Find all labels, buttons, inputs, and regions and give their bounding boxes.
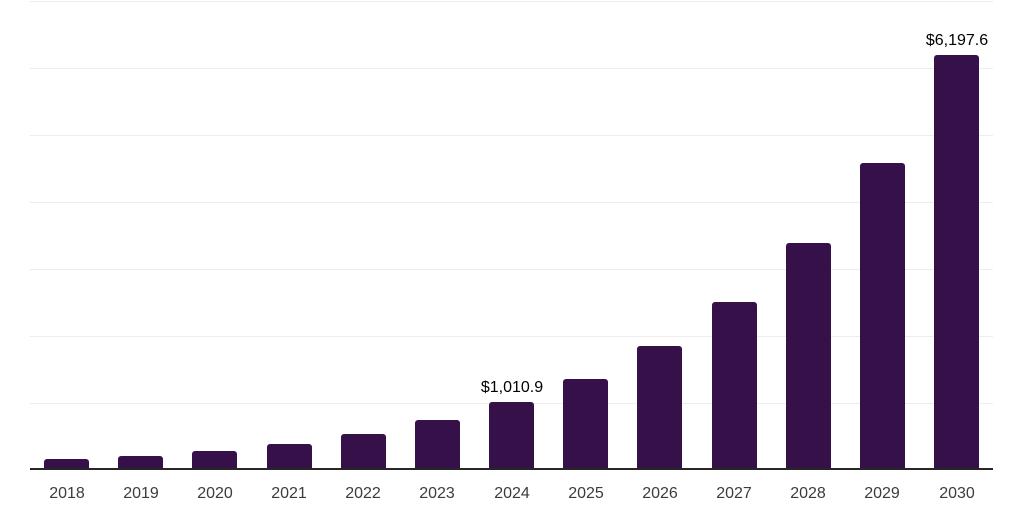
bar-2024 [489,402,534,470]
bar-2028 [786,243,831,470]
gridline [30,1,993,2]
value-label-2024: $1,010.9 [480,379,544,396]
x-tick-label-2027: 2027 [716,485,752,502]
x-tick-label-2021: 2021 [271,485,307,502]
x-tick-label-2023: 2023 [419,485,455,502]
gridline [30,68,993,69]
gridline [30,135,993,136]
gridline [30,269,993,270]
bar-2018 [44,459,89,470]
bar-2023 [415,420,460,470]
x-tick-label-2028: 2028 [790,485,826,502]
x-tick-label-2019: 2019 [123,485,159,502]
value-label-2030: $6,197.6 [925,32,989,49]
bar-2021 [267,444,312,470]
x-tick-label-2022: 2022 [345,485,381,502]
bar-2030 [934,55,979,470]
x-tick-label-2030: 2030 [939,485,975,502]
x-tick-label-2026: 2026 [642,485,678,502]
gridline [30,336,993,337]
gridline [30,202,993,203]
x-tick-label-2024: 2024 [494,485,530,502]
bar-2025 [563,379,608,470]
bar-2019 [118,456,163,470]
x-tick-label-2018: 2018 [49,485,85,502]
x-axis-line [30,468,993,470]
x-tick-label-2020: 2020 [197,485,233,502]
bar-2022 [341,434,386,470]
x-tick-label-2029: 2029 [864,485,900,502]
x-tick-label-2025: 2025 [568,485,604,502]
bar-2029 [860,163,905,470]
bar-2020 [192,451,237,470]
bar-2026 [637,346,682,470]
bar-2027 [712,302,757,470]
